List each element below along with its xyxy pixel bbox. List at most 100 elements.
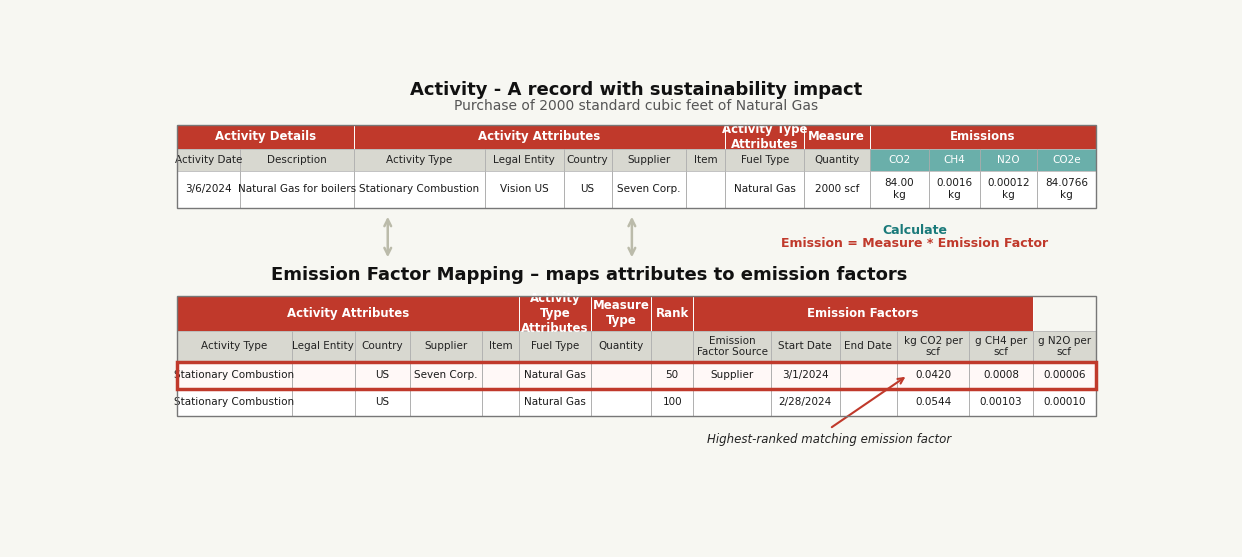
Text: Highest-ranked matching emission factor: Highest-ranked matching emission factor (708, 433, 951, 446)
Bar (725, 171, 804, 208)
Text: 84.00
kg: 84.00 kg (884, 178, 914, 200)
Bar (176, 361, 1097, 389)
Text: Supplier: Supplier (627, 155, 671, 165)
Bar (1037, 171, 1097, 208)
Bar (519, 296, 591, 331)
Bar (725, 125, 804, 149)
Text: Measure: Measure (809, 130, 866, 143)
Text: Quantity: Quantity (815, 155, 859, 165)
Bar (869, 125, 1097, 149)
Text: Natural Gas: Natural Gas (524, 370, 586, 380)
Text: Activity Date: Activity Date (175, 155, 242, 165)
Text: Fuel Type: Fuel Type (530, 341, 579, 351)
Text: 0.0016
kg: 0.0016 kg (936, 178, 972, 200)
Bar (969, 361, 1032, 389)
Text: 0.00010: 0.00010 (1043, 397, 1086, 407)
Bar (355, 389, 410, 416)
Bar (693, 389, 771, 416)
Text: Activity Type: Activity Type (386, 155, 452, 165)
Text: 2/28/2024: 2/28/2024 (779, 397, 832, 407)
Text: 100: 100 (662, 397, 682, 407)
Bar (980, 149, 1037, 171)
Bar (686, 171, 725, 208)
Text: 3/6/2024: 3/6/2024 (185, 184, 232, 194)
Bar (1037, 149, 1097, 171)
Bar (354, 125, 725, 149)
Bar (355, 361, 410, 389)
Bar (651, 296, 693, 331)
Bar (591, 361, 651, 389)
Text: Natural Gas: Natural Gas (734, 184, 796, 194)
Bar (292, 331, 355, 361)
Text: Activity Attributes: Activity Attributes (287, 307, 409, 320)
Bar (1032, 389, 1097, 416)
Bar (969, 331, 1032, 361)
Bar (354, 171, 484, 208)
Bar (240, 149, 354, 171)
Bar (354, 149, 484, 171)
Bar (897, 361, 969, 389)
Text: Description: Description (267, 155, 327, 165)
Text: Stationary Combustion: Stationary Combustion (174, 370, 294, 380)
Text: Seven Corp.: Seven Corp. (617, 184, 681, 194)
Bar (176, 125, 354, 149)
Bar (804, 171, 869, 208)
Text: Rank: Rank (656, 307, 689, 320)
Bar (771, 389, 840, 416)
Text: Emission Factors: Emission Factors (807, 307, 919, 320)
Bar (410, 361, 482, 389)
Bar (292, 389, 355, 416)
Bar (176, 361, 1097, 389)
Bar (611, 171, 686, 208)
Text: Activity Details: Activity Details (215, 130, 315, 143)
Bar (969, 389, 1032, 416)
Bar (482, 361, 519, 389)
Bar (929, 149, 980, 171)
Bar (980, 171, 1037, 208)
Text: Natural Gas for boilers: Natural Gas for boilers (237, 184, 355, 194)
Bar (1032, 331, 1097, 361)
Text: 2000 scf: 2000 scf (815, 184, 859, 194)
Text: Emission Factor Mapping – maps attributes to emission factors: Emission Factor Mapping – maps attribute… (271, 266, 908, 284)
Bar (929, 171, 980, 208)
Bar (771, 361, 840, 389)
Bar (176, 389, 292, 416)
Text: US: US (580, 184, 595, 194)
Bar (176, 171, 240, 208)
Text: 0.0544: 0.0544 (915, 397, 951, 407)
Bar (484, 149, 564, 171)
Text: 0.00103: 0.00103 (980, 397, 1022, 407)
Text: Country: Country (566, 155, 609, 165)
Bar (176, 171, 1097, 208)
Bar (564, 171, 611, 208)
Bar (651, 361, 693, 389)
Bar (482, 331, 519, 361)
Bar (240, 171, 354, 208)
Bar (804, 149, 869, 171)
Text: g N2O per
scf: g N2O per scf (1038, 335, 1090, 357)
Bar (176, 389, 1097, 416)
Bar (591, 389, 651, 416)
Text: Activity Attributes: Activity Attributes (478, 130, 601, 143)
Text: US: US (375, 370, 389, 380)
Text: Stationary Combustion: Stationary Combustion (359, 184, 479, 194)
Bar (840, 389, 897, 416)
Bar (484, 171, 564, 208)
Bar (410, 331, 482, 361)
Text: Activity Type: Activity Type (201, 341, 267, 351)
Bar (482, 389, 519, 416)
Bar (176, 361, 292, 389)
Text: Emission
Factor Source: Emission Factor Source (697, 335, 768, 357)
Bar (869, 171, 929, 208)
Text: End Date: End Date (845, 341, 892, 351)
Text: CH4: CH4 (944, 155, 965, 165)
Text: Calculate: Calculate (882, 224, 948, 237)
Bar (693, 296, 1032, 331)
Bar (591, 331, 651, 361)
Bar (611, 149, 686, 171)
Text: CO2: CO2 (888, 155, 910, 165)
Text: N2O: N2O (997, 155, 1020, 165)
Bar (519, 361, 591, 389)
Text: g CH4 per
scf: g CH4 per scf (975, 335, 1027, 357)
Bar (693, 361, 771, 389)
